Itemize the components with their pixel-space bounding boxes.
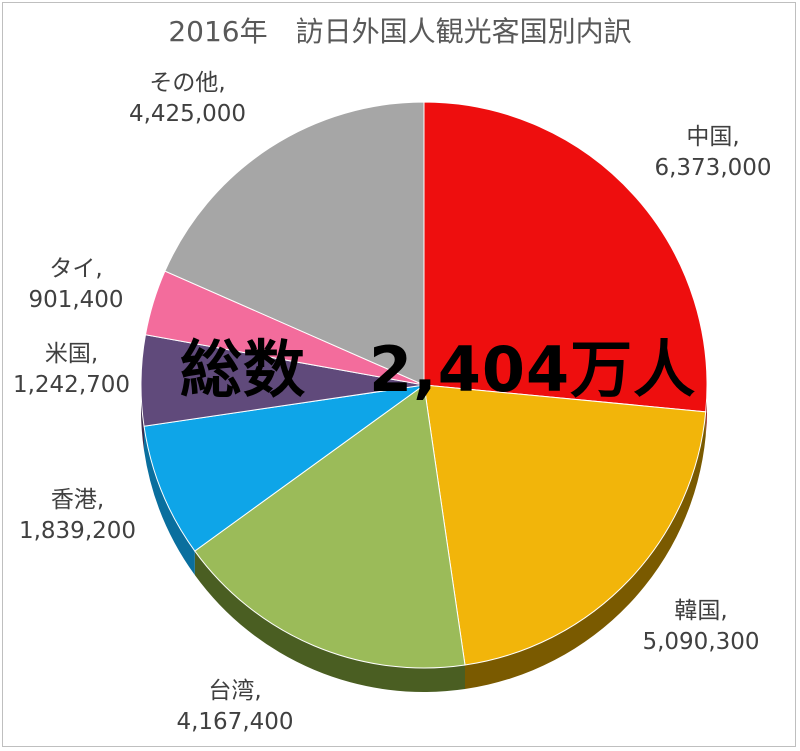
data-label-usa: 米国, 1,242,700 <box>4 339 139 401</box>
data-label-korea-value: 5,090,300 <box>642 629 760 655</box>
data-label-thailand: タイ, 901,400 <box>16 254 136 316</box>
pie-side-hongkong <box>144 426 195 576</box>
data-label-other-name: その他, <box>149 70 226 96</box>
pie-slice-china <box>423 101 708 413</box>
data-label-taiwan: 台湾, 4,167,400 <box>170 676 300 738</box>
data-label-korea: 韓国, 5,090,300 <box>636 596 766 658</box>
data-label-hongkong-name: 香港, <box>50 487 105 513</box>
data-label-thailand-value: 901,400 <box>28 287 124 313</box>
total-visitors-label: 総数 2,404万人 <box>180 333 697 406</box>
pie-slice-hongkong <box>143 384 425 552</box>
chart-title: 2016年 訪日外国人観光客国別内訳 <box>168 15 632 48</box>
pie-slice-other <box>164 101 425 386</box>
data-label-taiwan-name: 台湾, <box>208 678 262 704</box>
pie-slices <box>140 101 708 669</box>
pie-slice-taiwan <box>194 384 466 669</box>
data-label-usa-value: 1,242,700 <box>12 372 131 398</box>
data-label-taiwan-value: 4,167,400 <box>176 709 294 735</box>
data-label-korea-name: 韓国, <box>674 598 728 624</box>
data-label-china-value: 6,373,000 <box>654 155 772 181</box>
pie-side-korea <box>464 411 706 690</box>
data-label-china-name: 中国, <box>686 124 740 150</box>
pie-side-taiwan <box>194 551 465 693</box>
data-label-thailand-name: タイ, <box>49 256 103 282</box>
data-label-hongkong-value: 1,839,200 <box>18 518 137 544</box>
pie-side-china <box>705 385 707 436</box>
pie-slice-korea <box>423 384 707 666</box>
data-label-other: その他, 4,425,000 <box>120 68 255 130</box>
data-label-china: 中国, 6,373,000 <box>648 122 778 184</box>
data-label-usa-name: 米国, <box>44 341 99 367</box>
data-label-other-value: 4,425,000 <box>128 101 247 127</box>
data-label-hongkong: 香港, 1,839,200 <box>10 485 145 547</box>
